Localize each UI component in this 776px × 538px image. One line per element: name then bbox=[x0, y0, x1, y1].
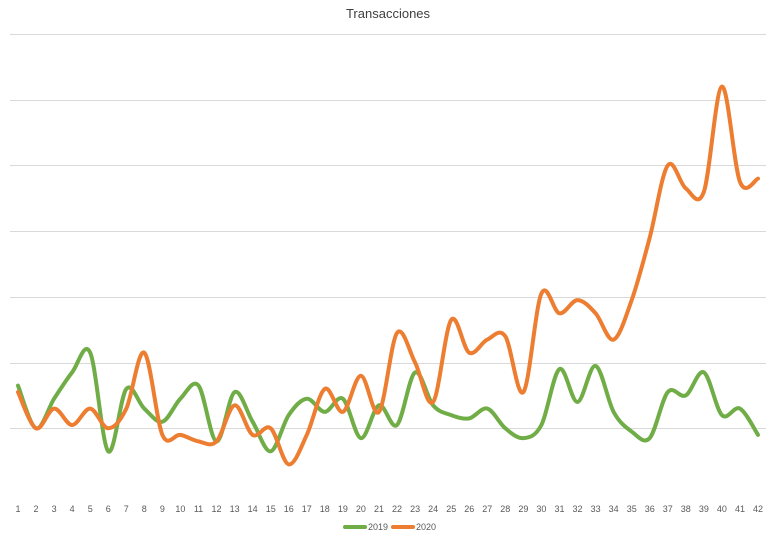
x-tick-label: 33 bbox=[591, 504, 601, 514]
x-tick-label: 28 bbox=[500, 504, 510, 514]
x-tick-label: 22 bbox=[392, 504, 402, 514]
x-tick-label: 40 bbox=[717, 504, 727, 514]
x-tick-label: 19 bbox=[338, 504, 348, 514]
x-tick-label: 12 bbox=[211, 504, 221, 514]
x-tick-label: 3 bbox=[52, 504, 57, 514]
x-tick-label: 11 bbox=[194, 504, 203, 514]
x-tick-label: 1 bbox=[15, 504, 20, 514]
x-tick-label: 7 bbox=[124, 504, 129, 514]
x-tick-label: 5 bbox=[88, 504, 93, 514]
x-tick-label: 24 bbox=[428, 504, 438, 514]
x-tick-label: 16 bbox=[284, 504, 294, 514]
legend-label-2020: 2020 bbox=[416, 522, 436, 532]
x-tick-label: 13 bbox=[230, 504, 240, 514]
x-tick-label: 18 bbox=[320, 504, 330, 514]
x-tick-label: 17 bbox=[302, 504, 312, 514]
x-tick-label: 26 bbox=[464, 504, 474, 514]
series-line-2019 bbox=[16, 347, 760, 454]
x-tick-label: 41 bbox=[735, 504, 745, 514]
x-tick-label: 21 bbox=[374, 504, 384, 514]
legend: 2019 2020 bbox=[343, 522, 436, 532]
x-tick-label: 4 bbox=[70, 504, 75, 514]
x-tick-label: 29 bbox=[518, 504, 528, 514]
x-tick-label: 31 bbox=[554, 504, 564, 514]
chart-title: Transacciones bbox=[346, 6, 431, 21]
x-tick-label: 9 bbox=[160, 504, 165, 514]
x-tick-label: 14 bbox=[248, 504, 258, 514]
x-tick-label: 37 bbox=[663, 504, 673, 514]
x-tick-label: 39 bbox=[699, 504, 709, 514]
x-tick-label: 34 bbox=[609, 504, 619, 514]
x-tick-label: 42 bbox=[753, 504, 763, 514]
x-tick-label: 36 bbox=[645, 504, 655, 514]
x-tick-label: 10 bbox=[175, 504, 185, 514]
x-axis-tick-labels: 1 2 3 4 5 6 7 8 9 10 11 12 13 14 15 16 17 18 19 20 21 22 23 24 2… bbox=[15, 504, 763, 514]
x-tick-label: 8 bbox=[142, 504, 147, 514]
x-tick-label: 20 bbox=[356, 504, 366, 514]
series-lines bbox=[16, 84, 760, 467]
x-tick-label: 2 bbox=[33, 504, 38, 514]
x-tick-label: 27 bbox=[482, 504, 492, 514]
x-tick-label: 15 bbox=[266, 504, 276, 514]
legend-label-2019: 2019 bbox=[368, 522, 388, 532]
x-tick-label: 6 bbox=[106, 504, 111, 514]
x-tick-label: 35 bbox=[627, 504, 637, 514]
series-line-2020 bbox=[16, 84, 760, 467]
x-tick-label: 25 bbox=[446, 504, 456, 514]
x-tick-label: 38 bbox=[681, 504, 691, 514]
x-tick-label: 30 bbox=[536, 504, 546, 514]
x-tick-label: 32 bbox=[572, 504, 582, 514]
x-tick-label: 23 bbox=[410, 504, 420, 514]
